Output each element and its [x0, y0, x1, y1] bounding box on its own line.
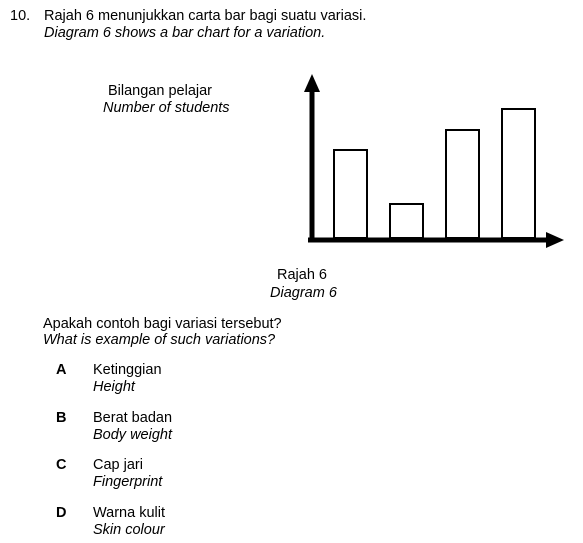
question-number: 10. [10, 8, 31, 24]
bar-4 [501, 108, 536, 239]
option-a-malay[interactable]: Ketinggian [93, 362, 162, 378]
question-stem-malay: Rajah 6 menunjukkan carta bar bagi suatu… [44, 8, 367, 24]
option-c-letter[interactable]: C [56, 457, 67, 473]
question-stem-english: Diagram 6 shows a bar chart for a variat… [44, 25, 326, 41]
diagram-caption-english: Diagram 6 [270, 285, 337, 301]
option-d-english[interactable]: Skin colour [93, 522, 165, 538]
bar-chart [304, 74, 564, 248]
y-axis-label-english: Number of students [103, 100, 230, 116]
x-axis-arrowhead [546, 232, 564, 248]
option-b-letter[interactable]: B [56, 410, 67, 426]
bar-1 [333, 149, 368, 239]
option-d-malay[interactable]: Warna kulit [93, 505, 165, 521]
option-c-english[interactable]: Fingerprint [93, 474, 163, 490]
y-axis-label-malay: Bilangan pelajar [108, 83, 212, 99]
prompt-malay: Apakah contoh bagi variasi tersebut? [43, 316, 282, 332]
option-d-letter[interactable]: D [56, 505, 67, 521]
prompt-english: What is example of such variations? [43, 332, 276, 348]
option-a-letter[interactable]: A [56, 362, 67, 378]
option-a-english[interactable]: Height [93, 379, 135, 395]
bar-group [333, 108, 536, 239]
option-b-malay[interactable]: Berat badan [93, 410, 173, 426]
bar-2 [389, 203, 424, 239]
diagram-caption-malay: Rajah 6 [277, 267, 327, 283]
option-b-english[interactable]: Body weight [93, 427, 172, 443]
bar-3 [445, 129, 480, 239]
option-c-malay[interactable]: Cap jari [93, 457, 143, 473]
y-axis-arrowhead [304, 74, 320, 92]
